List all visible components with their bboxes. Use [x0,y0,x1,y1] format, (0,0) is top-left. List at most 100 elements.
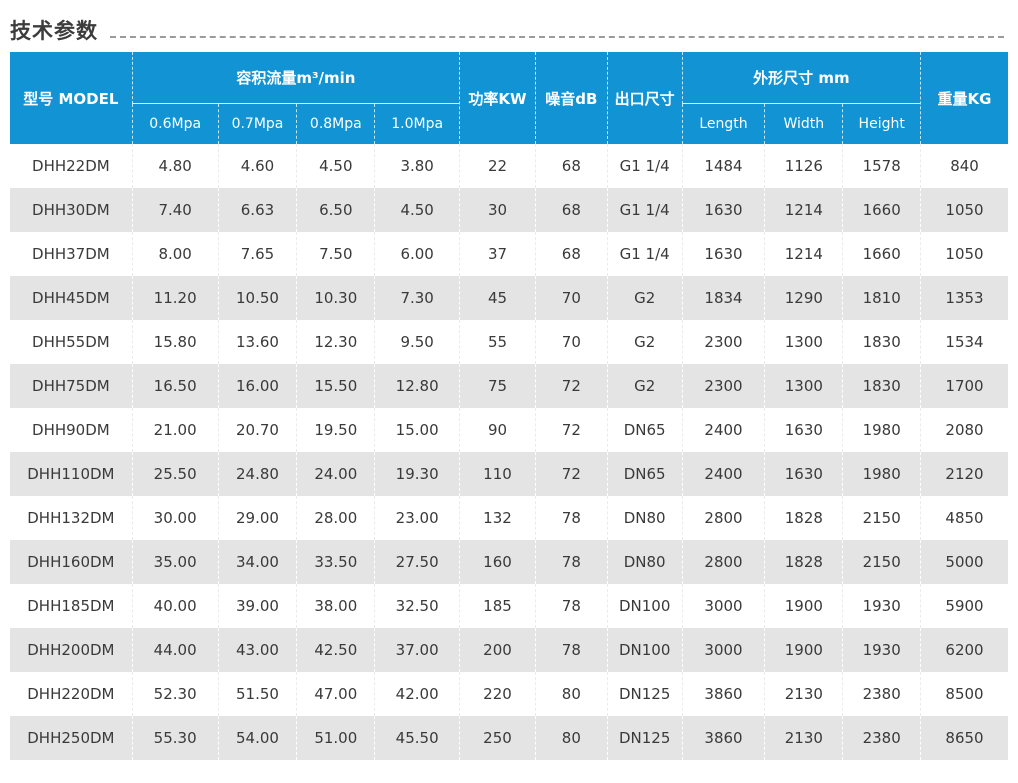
cell-weight: 1050 [920,232,1008,276]
table-row: DHH250DM 55.30 54.00 51.00 45.50 250 80 … [10,716,1008,760]
cell-weight: 4850 [920,496,1008,540]
cell-width: 1900 [764,584,842,628]
table-row: DHH160DM 35.00 34.00 33.50 27.50 160 78 … [10,540,1008,584]
cell-width: 1630 [764,408,842,452]
cell-width: 1214 [764,232,842,276]
cell-flow-0.6mpa: 25.50 [131,452,218,496]
cell-outlet: DN100 [606,584,682,628]
cell-flow-1.0mpa: 19.30 [374,452,459,496]
table-row: DHH55DM 15.80 13.60 12.30 9.50 55 70 G2 … [10,320,1008,364]
cell-flow-0.8mpa: 6.50 [296,188,374,232]
cell-length: 1630 [681,188,765,232]
cell-flow-0.6mpa: 16.50 [131,364,218,408]
cell-flow-0.6mpa: 52.30 [131,672,218,716]
cell-outlet: DN100 [606,628,682,672]
cell-flow-0.7mpa: 16.00 [217,364,297,408]
cell-flow-0.7mpa: 13.60 [217,320,297,364]
cell-width: 1300 [764,364,842,408]
cell-model: DHH160DM [27,553,115,571]
cell-flow-1.0mpa: 9.50 [374,320,459,364]
table-header: 型号 MODEL 容积流量m³/min 0.6Mpa 0.7Mpa 0.8Mpa… [10,52,1008,144]
cell-noise: 72 [534,408,607,452]
cell-outlet: DN125 [606,716,682,760]
cell-outlet: DN80 [606,540,682,584]
cell-flow-1.0mpa: 15.00 [374,408,459,452]
cell-noise: 80 [534,672,607,716]
cell-flow-0.8mpa: 15.50 [296,364,374,408]
cell-width: 1214 [764,188,842,232]
cell-model: DHH110DM [27,465,115,483]
cell-flow-0.6mpa: 15.80 [131,320,218,364]
cell-outlet: DN125 [606,672,682,716]
cell-height: 2380 [842,672,920,716]
cell-flow-0.6mpa: 21.00 [131,408,218,452]
cell-width: 1828 [764,540,842,584]
cell-height: 1930 [842,628,920,672]
cell-flow-0.7mpa: 10.50 [217,276,297,320]
cell-weight: 1700 [920,364,1008,408]
cell-flow-0.8mpa: 33.50 [296,540,374,584]
cell-model: DHH185DM [27,597,115,615]
cell-flow-1.0mpa: 27.50 [374,540,459,584]
cell-outlet: G1 1/4 [606,232,682,276]
table-row: DHH110DM 25.50 24.80 24.00 19.30 110 72 … [10,452,1008,496]
cell-length: 3000 [681,628,765,672]
cell-flow-0.8mpa: 7.50 [296,232,374,276]
cell-weight: 1353 [920,276,1008,320]
header-flow-0.6mpa: 0.6Mpa [131,104,218,144]
cell-noise: 68 [534,144,607,188]
cell-length: 2800 [681,496,765,540]
table-row: DHH200DM 44.00 43.00 42.50 37.00 200 78 … [10,628,1008,672]
table-row: DHH22DM 4.80 4.60 4.50 3.80 22 68 G1 1/4… [10,144,1008,188]
table-row: DHH185DM 40.00 39.00 38.00 32.50 185 78 … [10,584,1008,628]
cell-outlet: G1 1/4 [606,188,682,232]
cell-height: 1830 [842,320,920,364]
cell-flow-0.7mpa: 34.00 [217,540,297,584]
cell-flow-0.8mpa: 42.50 [296,628,374,672]
cell-height: 1660 [842,188,920,232]
cell-noise: 78 [534,496,607,540]
cell-flow-0.7mpa: 20.70 [217,408,297,452]
cell-flow-1.0mpa: 12.80 [374,364,459,408]
cell-width: 2130 [764,672,842,716]
cell-noise: 78 [534,584,607,628]
cell-flow-0.6mpa: 35.00 [131,540,218,584]
cell-power: 250 [459,716,535,760]
cell-model: DHH90DM [32,421,110,439]
cell-length: 2400 [681,452,765,496]
cell-flow-0.7mpa: 6.63 [217,188,297,232]
cell-length: 2300 [681,320,765,364]
cell-model: DHH75DM [32,377,110,395]
cell-flow-0.8mpa: 47.00 [296,672,374,716]
cell-height: 1980 [842,452,920,496]
cell-weight: 2120 [920,452,1008,496]
cell-flow-1.0mpa: 42.00 [374,672,459,716]
cell-power: 90 [459,408,535,452]
header-height: Height [842,104,920,144]
cell-model: DHH30DM [32,201,110,219]
cell-flow-0.6mpa: 44.00 [131,628,218,672]
cell-flow-0.8mpa: 12.30 [296,320,374,364]
cell-flow-0.8mpa: 4.50 [296,144,374,188]
cell-model: DHH132DM [27,509,115,527]
cell-width: 1290 [764,276,842,320]
cell-power: 160 [459,540,535,584]
cell-model: DHH37DM [32,245,110,263]
cell-power: 22 [459,144,535,188]
cell-model: DHH55DM [32,333,110,351]
cell-noise: 78 [534,540,607,584]
cell-width: 1300 [764,320,842,364]
cell-model: DHH250DM [27,729,115,747]
header-outlet: 出口尺寸 [606,52,682,144]
cell-flow-1.0mpa: 32.50 [374,584,459,628]
cell-weight: 5000 [920,540,1008,584]
cell-width: 1900 [764,628,842,672]
cell-flow-0.8mpa: 51.00 [296,716,374,760]
cell-power: 200 [459,628,535,672]
cell-noise: 70 [534,276,607,320]
cell-length: 2400 [681,408,765,452]
cell-outlet: G2 [606,364,682,408]
cell-flow-0.7mpa: 29.00 [217,496,297,540]
cell-flow-0.6mpa: 55.30 [131,716,218,760]
cell-noise: 78 [534,628,607,672]
